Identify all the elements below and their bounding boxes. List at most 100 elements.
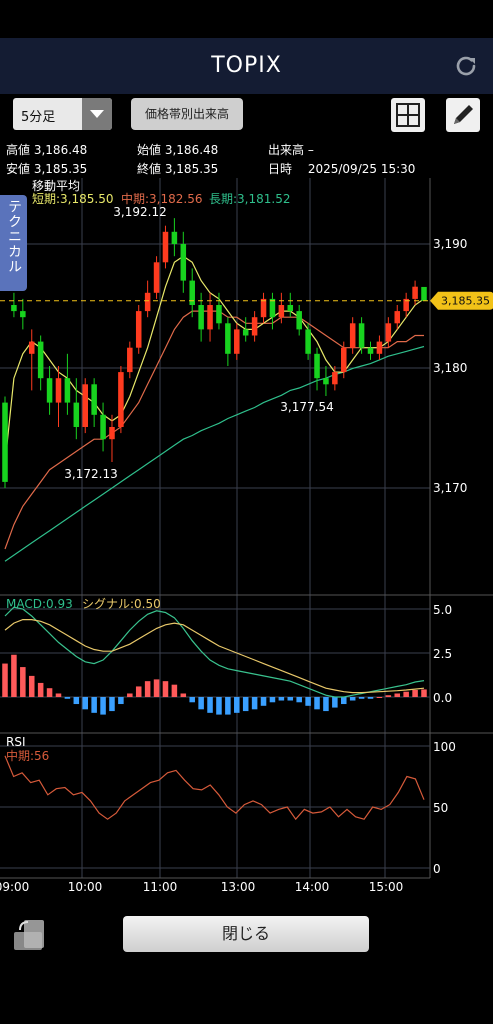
macd-bar — [2, 663, 8, 697]
price-axis-label: 3,170 — [433, 481, 467, 495]
candle — [225, 323, 231, 354]
candle — [323, 378, 329, 385]
macd-bar — [73, 697, 80, 705]
macd-bar — [153, 679, 160, 697]
candle — [341, 347, 347, 373]
candle — [305, 329, 311, 354]
macd-bar — [11, 654, 17, 697]
candle — [412, 286, 418, 299]
macd-axis-label: 2.5 — [433, 647, 452, 661]
interval-select[interactable]: 5分足 — [13, 98, 112, 130]
rsi-axis-label: 0 — [433, 862, 441, 876]
candle — [153, 262, 160, 293]
high-value: 3,186.48 — [33, 143, 88, 157]
open-label: 始値 — [137, 143, 162, 157]
candle — [82, 384, 88, 427]
candle — [28, 341, 35, 354]
candle — [91, 384, 97, 415]
candle — [385, 323, 392, 342]
candle — [269, 298, 276, 318]
macd-bar — [207, 697, 213, 713]
refresh-icon[interactable] — [453, 53, 479, 79]
page-title: TOPIX — [211, 53, 282, 78]
macd-bar — [367, 697, 374, 699]
macd-bar — [20, 667, 26, 697]
low-label: 安値 — [6, 162, 31, 176]
ohlc-high: 高値 3,186.48 — [6, 141, 87, 158]
candle — [109, 427, 115, 440]
layout-grid-button[interactable] — [391, 98, 425, 132]
candle — [171, 231, 178, 244]
macd-bar — [135, 686, 142, 697]
macd-bar — [287, 697, 294, 701]
candle — [2, 402, 8, 482]
chart-toolbar: 5分足 価格帯別出来高 — [0, 94, 493, 138]
datetime-label: 日時 — [268, 162, 293, 176]
candle — [180, 244, 187, 281]
rsi-title: RSI — [6, 735, 26, 749]
macd-bar — [269, 697, 276, 703]
time-axis-label: 11:00 — [143, 880, 178, 894]
signal-label: シグナル:0.50 — [82, 597, 161, 611]
draw-button[interactable] — [446, 98, 480, 132]
candle — [358, 323, 365, 348]
price-axis-label: 3,190 — [433, 237, 467, 251]
rotate-screen-icon[interactable] — [10, 918, 48, 952]
candle — [64, 378, 71, 403]
price-volume-button[interactable]: 価格帯別出来高 — [131, 98, 243, 130]
current-price-tag — [430, 291, 493, 310]
time-axis-label: 14:00 — [295, 880, 330, 894]
candle — [100, 414, 106, 440]
grid-icon — [396, 103, 420, 127]
close-button[interactable]: 閉じる — [123, 916, 369, 952]
low-annotation: 3,172.13 — [64, 467, 117, 481]
macd-bar — [385, 695, 392, 697]
candle — [207, 305, 213, 330]
time-axis-label: 15:00 — [369, 880, 404, 894]
macd-bar — [46, 688, 53, 697]
macd-bar — [198, 697, 204, 710]
high-annotation: 3,192.12 — [113, 205, 166, 219]
current-price-label: 3,185.35 — [441, 295, 490, 308]
candle — [278, 305, 285, 318]
candle — [376, 341, 383, 354]
ohlc-open: 始値 3,186.48 — [137, 141, 218, 158]
candle — [394, 311, 401, 324]
open-value: 3,186.48 — [164, 143, 219, 157]
low-value: 3,185.35 — [33, 162, 88, 176]
candle — [332, 372, 338, 385]
volume-label: 出来高 — [268, 143, 305, 157]
long-ma-line — [4, 345, 425, 562]
candle — [287, 305, 294, 312]
macd-bar — [296, 697, 302, 703]
candle — [46, 378, 53, 403]
candle — [349, 323, 356, 348]
candle — [242, 329, 249, 336]
candle — [37, 341, 44, 379]
macd-bar — [171, 684, 178, 697]
ohlc-close: 終値 3,185.35 — [137, 160, 218, 177]
ohlc-low: 安値 3,185.35 — [6, 160, 87, 177]
rsi-mid-label: 中期:56 — [6, 748, 49, 763]
bottom-bar: 閉じる — [0, 900, 493, 1024]
ohlc-datetime: 日時 2025/09/25 15:30 — [268, 160, 415, 177]
candle — [127, 347, 133, 373]
macd-bar — [100, 697, 106, 715]
macd-bar — [225, 697, 231, 715]
candle — [73, 402, 80, 427]
candle — [251, 317, 258, 336]
macd-bar — [251, 697, 258, 710]
macd-bar — [64, 697, 71, 699]
macd-bar — [403, 691, 409, 697]
ma-title: 移動平均 — [32, 179, 80, 193]
macd-bar — [118, 697, 124, 705]
pencil-icon — [454, 105, 473, 124]
macd-bar — [242, 697, 249, 712]
macd-bar — [314, 697, 320, 710]
long-ma-label: 長期:3,181.52 — [209, 192, 290, 206]
time-axis-label: 09:00 — [0, 880, 29, 894]
candle — [421, 286, 427, 301]
technical-tab[interactable]: テクニカル — [0, 195, 27, 291]
macd-bar — [180, 693, 187, 697]
